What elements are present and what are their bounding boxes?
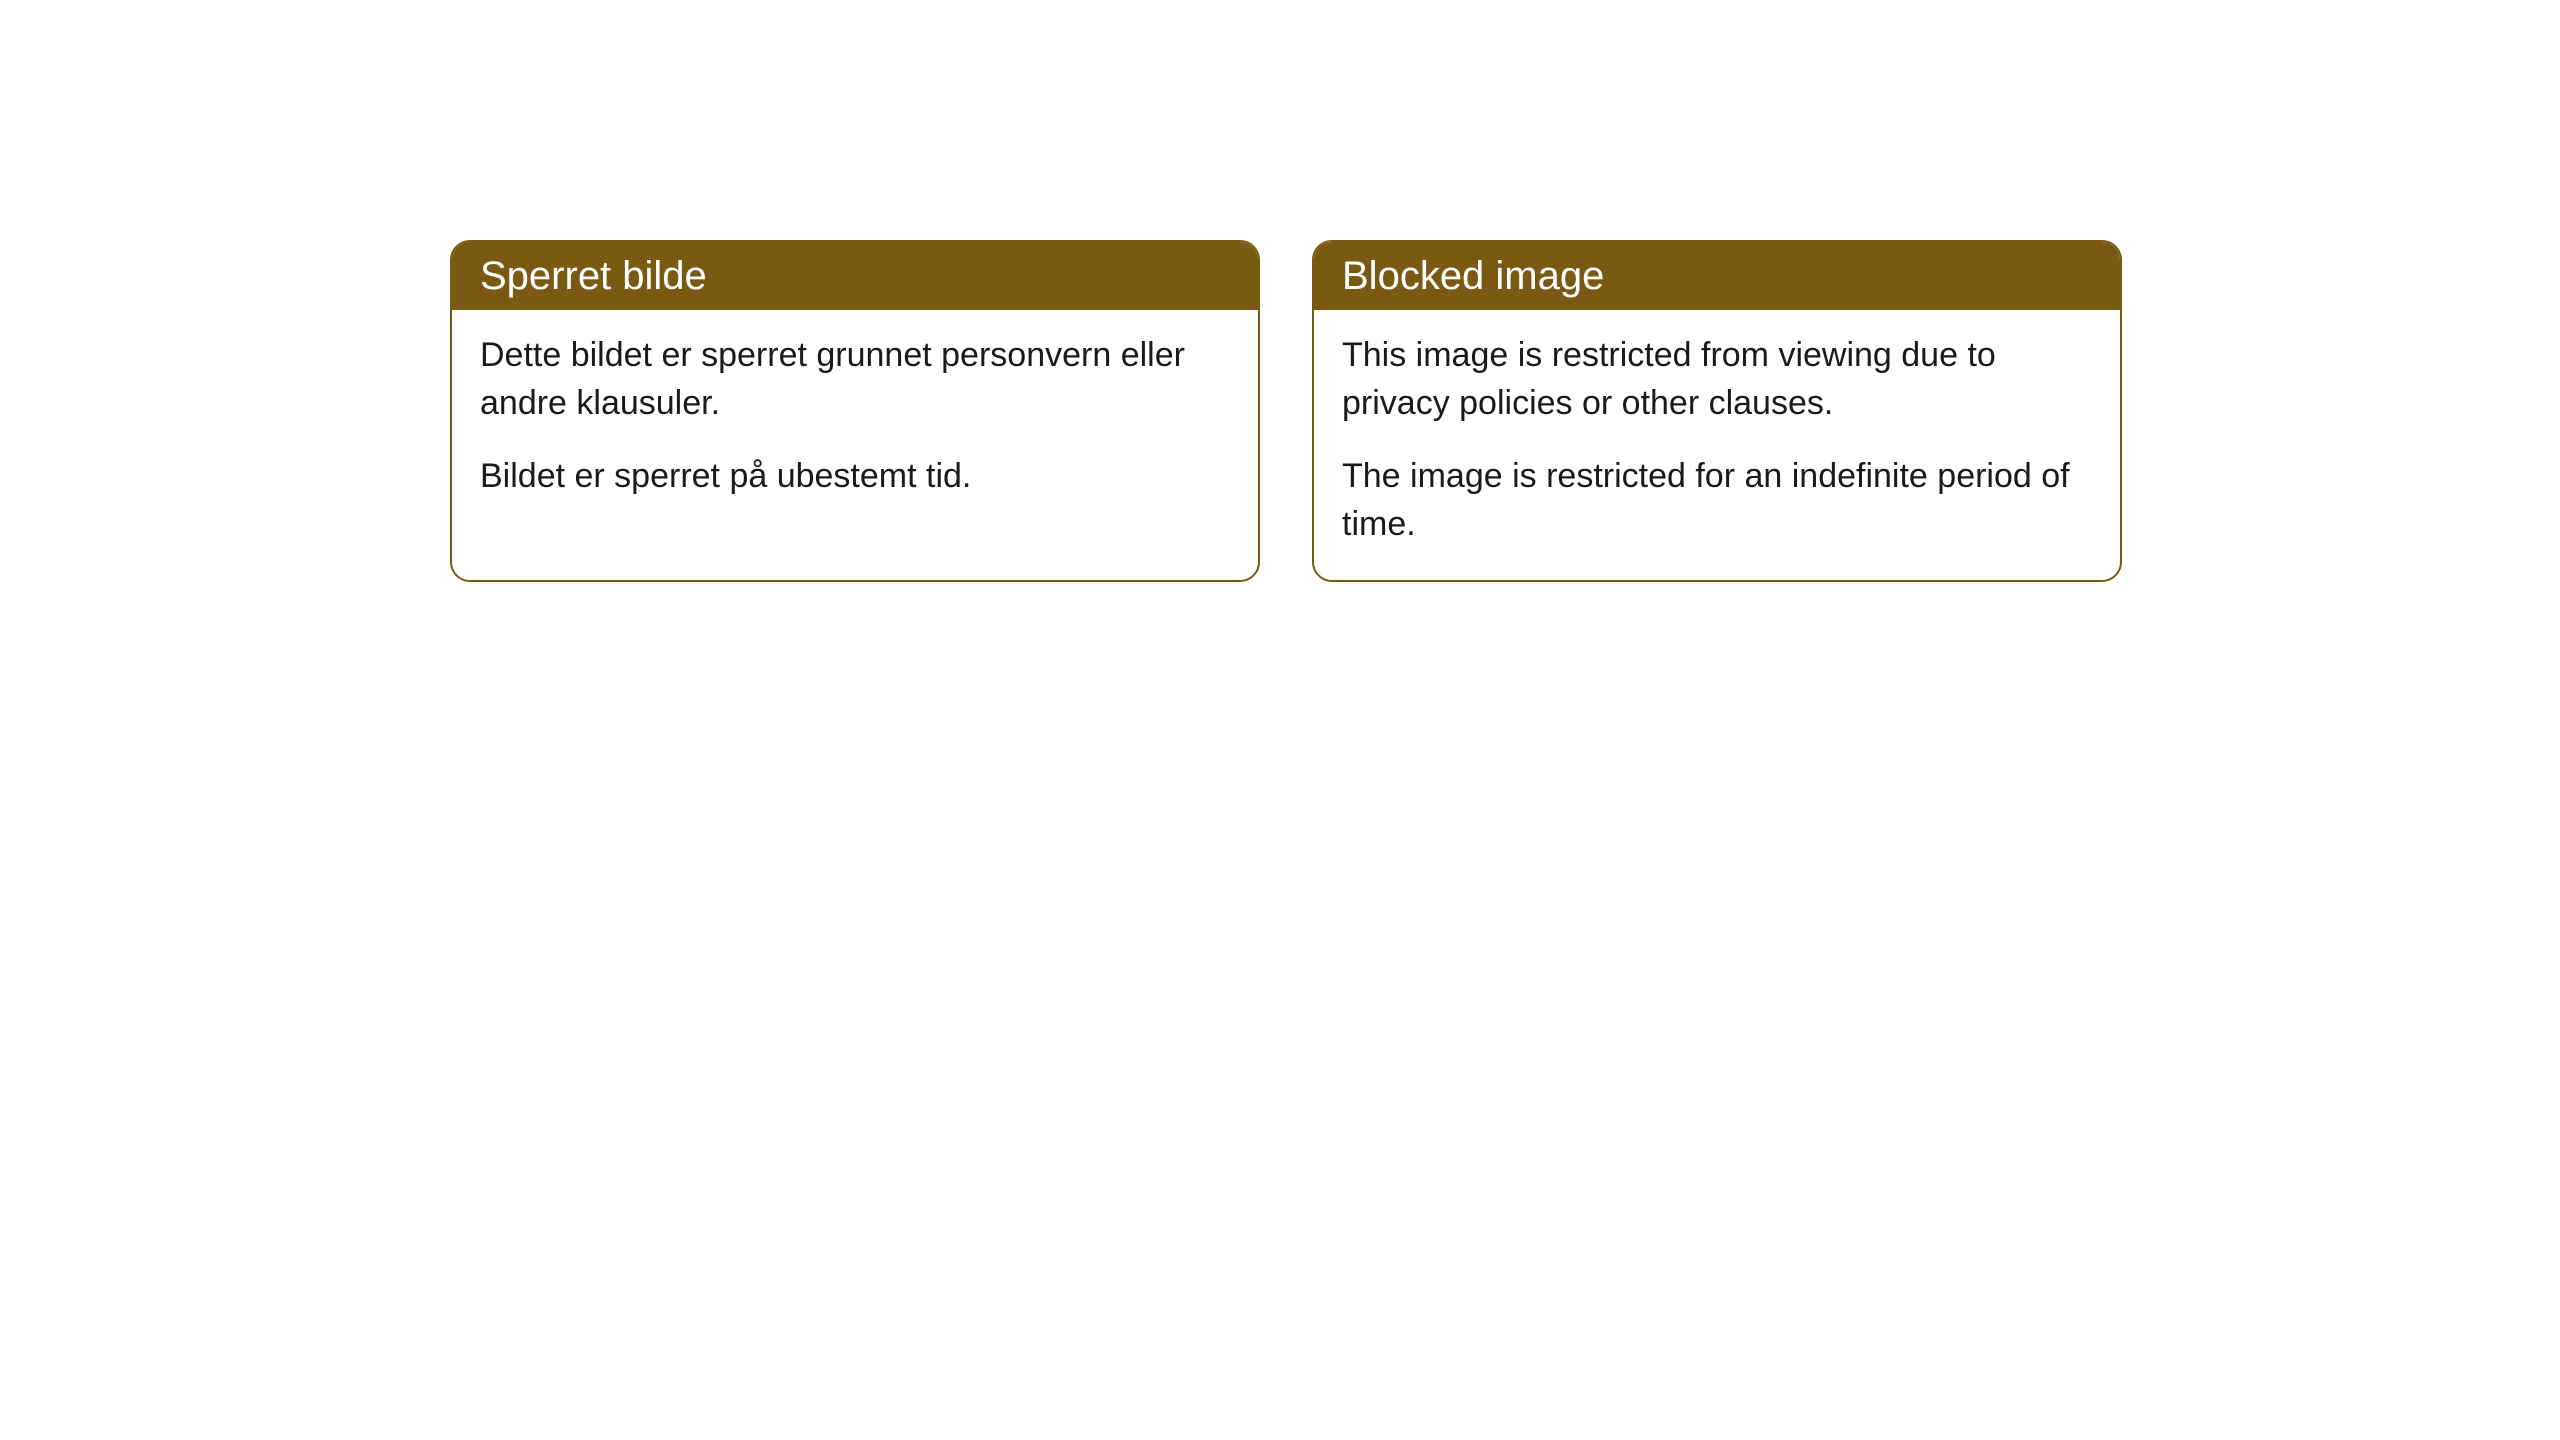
notice-body-english: This image is restricted from viewing du… xyxy=(1314,310,2120,580)
notice-paragraph-1-norwegian: Dette bildet er sperret grunnet personve… xyxy=(480,332,1230,427)
notice-paragraph-2-english: The image is restricted for an indefinit… xyxy=(1342,453,2092,548)
notice-paragraph-2-norwegian: Bildet er sperret på ubestemt tid. xyxy=(480,453,1230,501)
notice-card-norwegian: Sperret bilde Dette bildet er sperret gr… xyxy=(450,240,1260,582)
notice-paragraph-1-english: This image is restricted from viewing du… xyxy=(1342,332,2092,427)
notice-container: Sperret bilde Dette bildet er sperret gr… xyxy=(0,0,2560,582)
notice-header-english: Blocked image xyxy=(1314,242,2120,310)
notice-card-english: Blocked image This image is restricted f… xyxy=(1312,240,2122,582)
notice-body-norwegian: Dette bildet er sperret grunnet personve… xyxy=(452,310,1258,533)
notice-header-norwegian: Sperret bilde xyxy=(452,242,1258,310)
